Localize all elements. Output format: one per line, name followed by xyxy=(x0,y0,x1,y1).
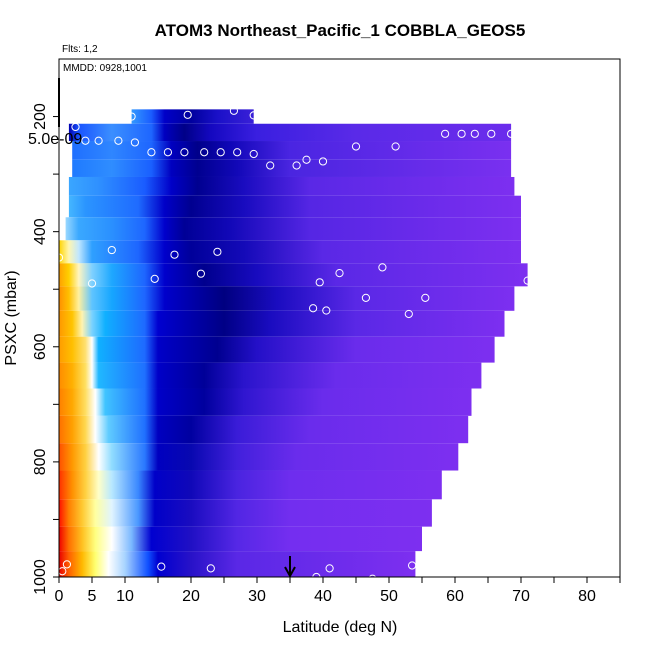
observation-point xyxy=(213,247,222,256)
observation-point xyxy=(233,148,242,157)
observation-point xyxy=(94,136,103,145)
observation-point xyxy=(200,148,209,157)
observation-point xyxy=(318,157,328,166)
observation-point xyxy=(325,564,334,573)
heatmap-row xyxy=(59,336,495,363)
heatmap-row xyxy=(59,240,521,264)
heatmap-row xyxy=(65,217,521,241)
heatmap-row xyxy=(59,443,459,471)
x-tick-label: 70 xyxy=(512,588,530,605)
x-tick-label: 0 xyxy=(55,588,64,605)
heatmap-row xyxy=(59,499,432,527)
observation-point xyxy=(62,560,72,569)
observation-point xyxy=(81,136,90,145)
observation-point xyxy=(127,112,136,121)
observation-point xyxy=(335,269,344,278)
x-tick-label: 5 xyxy=(88,588,97,605)
observation-point xyxy=(408,561,417,570)
observation-point xyxy=(229,106,238,115)
observation-point xyxy=(249,111,258,120)
observation-point xyxy=(180,148,189,157)
observation-point xyxy=(391,142,400,151)
observation-point xyxy=(216,148,225,157)
y-axis-label: PSXC (mbar) xyxy=(3,270,20,365)
x-tick-label: 50 xyxy=(380,588,398,605)
observation-point xyxy=(523,276,532,285)
observation-point xyxy=(361,293,370,302)
heatmap-row xyxy=(68,123,512,142)
x-tick-label: 30 xyxy=(248,588,266,605)
observation-point xyxy=(150,274,159,283)
heatmap-row xyxy=(72,159,512,177)
observation-point xyxy=(249,149,258,159)
observation-point xyxy=(114,136,123,145)
dates-label: MMDD: 0928,1001 xyxy=(63,63,147,74)
x-tick-label: 10 xyxy=(116,588,134,605)
scale-label: 5.0e-09 xyxy=(28,131,82,148)
observation-point xyxy=(206,564,215,573)
observation-point xyxy=(470,129,479,138)
observation-point xyxy=(315,278,324,287)
heatmap-row xyxy=(68,176,515,196)
observation-point xyxy=(322,306,331,315)
heatmap-row xyxy=(59,526,422,552)
y-tick-label: 600 xyxy=(32,333,49,360)
observation-point xyxy=(421,293,430,302)
y-tick-label: 800 xyxy=(32,448,49,475)
observation-point xyxy=(266,161,275,170)
heatmap-cells xyxy=(59,109,528,577)
heatmap-row xyxy=(59,310,505,337)
x-axis-label: Latitude (deg N) xyxy=(283,619,398,636)
observation-point xyxy=(196,269,205,278)
observation-point xyxy=(487,129,496,138)
x-tick-label: 40 xyxy=(314,588,332,605)
observation-point xyxy=(302,155,311,164)
observation-point xyxy=(368,574,377,583)
observation-point xyxy=(130,138,139,147)
heatmap-row xyxy=(59,470,442,500)
heatmap-row xyxy=(59,551,416,577)
flights-label: Flts: 1,2 xyxy=(62,44,98,55)
observation-point xyxy=(292,161,301,170)
arrow-head xyxy=(284,566,296,579)
heatmap-row xyxy=(59,263,528,287)
observation-point xyxy=(309,304,318,313)
chart-title: ATOM3 Northeast_Pacific_1 COBBLA_GEOS5 xyxy=(155,21,526,40)
x-tick-label: 20 xyxy=(182,588,200,605)
x-tick-label: 60 xyxy=(446,588,464,605)
y-tick-label: 200 xyxy=(32,103,49,130)
observation-point xyxy=(163,148,172,157)
observation-point xyxy=(378,263,387,272)
heatmap-row xyxy=(131,109,254,124)
observation-point xyxy=(107,245,116,255)
observation-point xyxy=(183,110,192,119)
observation-point xyxy=(507,129,516,138)
y-axis: 200 400 600 800 1000 xyxy=(32,103,59,595)
heatmap-row xyxy=(59,388,472,416)
observation-point xyxy=(351,142,361,151)
heatmap-row xyxy=(59,362,482,389)
observation-point xyxy=(147,148,156,157)
y-tick-label: 1000 xyxy=(32,559,49,595)
x-axis: 0 5 10 20 30 40 50 60 70 80 xyxy=(55,577,621,605)
observation-point xyxy=(404,309,413,319)
observation-point xyxy=(157,562,166,571)
x-tick-label: 80 xyxy=(578,588,596,605)
plot-frame xyxy=(58,58,621,578)
latitude-marker-arrow xyxy=(284,556,296,579)
observation-point xyxy=(71,122,80,132)
observation-point xyxy=(457,129,466,138)
y-tick-label: 400 xyxy=(32,218,49,245)
observation-point xyxy=(87,279,97,288)
observation-point xyxy=(441,129,450,138)
observation-point xyxy=(170,250,179,259)
heatmap-row xyxy=(68,195,522,218)
heatmap-row xyxy=(59,415,469,444)
heatmap-row xyxy=(59,286,515,311)
observation-points xyxy=(54,106,532,583)
